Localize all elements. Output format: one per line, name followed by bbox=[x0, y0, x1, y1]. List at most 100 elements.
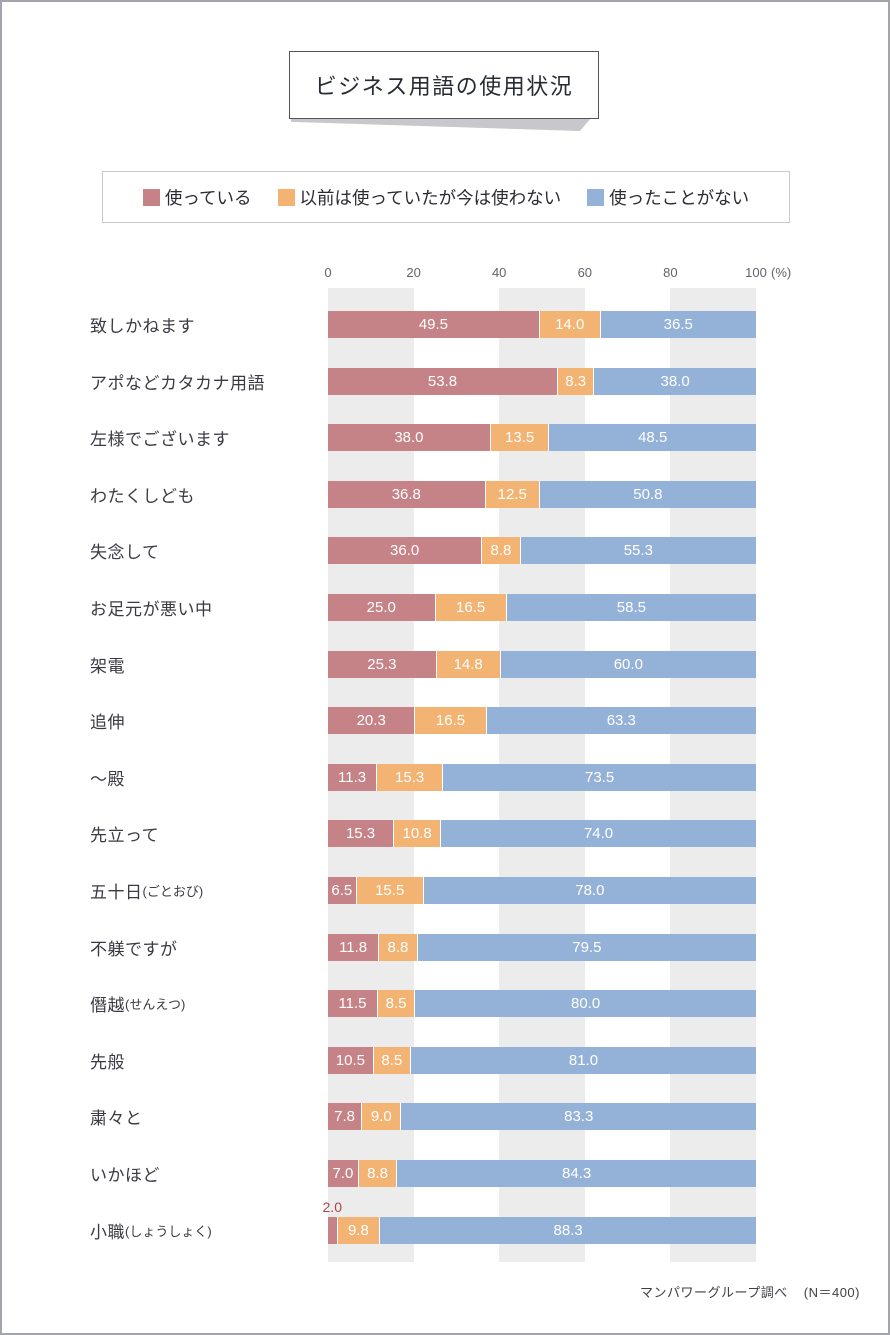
category-label-note: (せんえつ) bbox=[125, 997, 186, 1013]
chart-row: わたくしども 36.8 12.5 50.8 bbox=[0, 480, 890, 508]
bar-segment: 11.8 bbox=[328, 933, 379, 961]
stacked-bar: 15.3 10.8 74.0 bbox=[328, 820, 756, 848]
bar-segment: 7.8 bbox=[328, 1103, 362, 1131]
category-label-text: 先般 bbox=[90, 1052, 125, 1072]
bar-segment: 10.5 bbox=[328, 1046, 373, 1074]
category-label-text: 僭越 bbox=[90, 996, 125, 1016]
bar-segment: 16.5 bbox=[414, 707, 486, 735]
value-label: 36.5 bbox=[663, 316, 693, 333]
category-label-text: 失念して bbox=[90, 543, 160, 563]
chart-row: 不躾ですが 11.8 8.8 79.5 bbox=[0, 933, 890, 961]
value-label: 8.8 bbox=[367, 1165, 388, 1182]
bar-segment: 9.8 bbox=[336, 1216, 380, 1244]
axis-tick-label: 0 bbox=[324, 265, 332, 280]
axis-tick-label: 40 bbox=[491, 265, 507, 280]
chart-row: 粛々と 7.8 9.0 83.3 bbox=[0, 1103, 890, 1131]
category-label: 五十日 (ごとおび) bbox=[90, 877, 203, 904]
category-label: 僭越 (せんえつ) bbox=[90, 990, 185, 1017]
stacked-bar: 10.5 8.5 81.0 bbox=[328, 1046, 756, 1074]
stacked-bar: 36.0 8.8 55.3 bbox=[328, 537, 756, 565]
sample-size: (N＝400) bbox=[803, 1285, 860, 1300]
value-label: 14.0 bbox=[555, 316, 585, 333]
value-label: 8.5 bbox=[385, 995, 407, 1013]
bar-segment: 11.5 bbox=[328, 990, 377, 1018]
stacked-bar: 11.3 15.3 73.5 bbox=[328, 763, 756, 791]
value-label: 9.0 bbox=[370, 1108, 392, 1126]
stacked-bar: 25.3 14.8 60.0 bbox=[328, 650, 756, 678]
value-label: 48.5 bbox=[638, 429, 668, 447]
value-label: 6.5 bbox=[331, 882, 353, 899]
category-label: 追伸 bbox=[90, 707, 125, 734]
legend-swatch-icon bbox=[277, 188, 295, 206]
value-label: 7.8 bbox=[334, 1108, 356, 1126]
value-label: 83.3 bbox=[564, 1108, 594, 1126]
chart-row: アポなどカタカナ用語 53.8 8.3 38.0 bbox=[0, 367, 890, 395]
bar-segment: 58.5 bbox=[505, 594, 756, 621]
category-label: 架電 bbox=[90, 651, 125, 678]
value-label: 50.8 bbox=[633, 485, 663, 503]
category-label-text: いかほど bbox=[90, 1166, 160, 1185]
chart-row: 追伸 20.3 16.5 63.3 bbox=[0, 707, 890, 735]
category-label-text: 不躾ですが bbox=[90, 939, 178, 959]
bar-segment: 80.0 bbox=[414, 990, 756, 1018]
chart-row: 僭越 (せんえつ) 11.5 8.5 80.0 bbox=[0, 990, 890, 1018]
bar-segment: 36.0 bbox=[328, 537, 482, 565]
legend-item: 以前は使っていたが今は使わない bbox=[277, 185, 562, 210]
category-label: わたくしども bbox=[90, 481, 195, 508]
value-label: 60.0 bbox=[613, 655, 643, 673]
legend-label: 以前は使っていたが今は使わない bbox=[299, 187, 562, 208]
chart-title: ビジネス用語の使用状況 bbox=[314, 74, 574, 99]
bar-segment: 15.3 bbox=[328, 820, 394, 848]
value-label: 38.0 bbox=[660, 372, 690, 390]
value-label: 36.8 bbox=[391, 485, 421, 503]
category-label-text: ～殿 bbox=[90, 769, 125, 789]
chart-row: 小職 (しょうしょく) 2.0 9.8 88.3 bbox=[0, 1199, 890, 1244]
category-label: いかほど bbox=[90, 1160, 160, 1187]
bar-segment: 20.3 bbox=[328, 707, 415, 735]
value-label: 8.5 bbox=[381, 1051, 403, 1069]
stacked-bar: 7.8 9.0 83.3 bbox=[328, 1103, 756, 1131]
stacked-bar: 49.5 14.0 36.5 bbox=[328, 311, 756, 338]
bar-segment: 36.8 bbox=[328, 480, 485, 508]
value-label: 11.8 bbox=[339, 938, 368, 956]
stacked-bar: 36.8 12.5 50.8 bbox=[328, 480, 756, 508]
category-label-text: 五十日 bbox=[90, 883, 143, 902]
category-label-text: 左様でございます bbox=[90, 430, 230, 450]
category-label: 先般 bbox=[90, 1047, 125, 1074]
value-label: 14.8 bbox=[453, 655, 483, 673]
value-label: 8.8 bbox=[490, 542, 512, 560]
value-label: 12.5 bbox=[497, 485, 527, 503]
value-label: 7.0 bbox=[332, 1165, 354, 1182]
category-label: 致しかねます bbox=[90, 311, 195, 338]
chart-area: 致しかねます 49.5 14.0 36.5 アポなどカタカナ用語 53.8 8.3 38.0 左… bbox=[0, 288, 890, 1262]
bar-segment: 73.5 bbox=[442, 763, 756, 791]
chart-row: ～殿 11.3 15.3 73.5 bbox=[0, 763, 890, 791]
legend-swatch-icon bbox=[587, 188, 605, 206]
bar-segment: 50.8 bbox=[538, 480, 756, 508]
chart-title-box: ビジネス用語の使用状況 bbox=[289, 51, 599, 119]
value-label: 15.3 bbox=[395, 768, 425, 786]
bar-segment: 7.0 bbox=[328, 1160, 358, 1187]
category-label-text: 先立って bbox=[90, 826, 160, 846]
bar-segment: 8.8 bbox=[357, 1160, 397, 1187]
chart-row: 五十日 (ごとおび) 6.5 15.5 78.0 bbox=[0, 877, 890, 904]
category-label: 小職 (しょうしょく) bbox=[90, 1217, 212, 1244]
stacked-bar: 11.5 8.5 80.0 bbox=[328, 990, 756, 1018]
value-label: 8.3 bbox=[565, 372, 587, 390]
value-label: 9.8 bbox=[347, 1221, 369, 1239]
value-label: 16.5 bbox=[435, 712, 466, 730]
axis-tick-label: 80 bbox=[663, 265, 678, 280]
value-label: 2.0 bbox=[322, 1198, 342, 1215]
bar-segment: 14.8 bbox=[435, 650, 500, 678]
bar-segment: 25.0 bbox=[328, 594, 435, 621]
bar-segment: 10.8 bbox=[393, 820, 441, 848]
value-label: 81.0 bbox=[568, 1051, 599, 1069]
category-label: 失念して bbox=[90, 537, 160, 564]
bar-segment: 63.3 bbox=[485, 707, 756, 735]
bar-segment: 11.3 bbox=[328, 763, 377, 791]
x-axis: 0 20 40 60 80 100 (%) bbox=[0, 265, 890, 283]
chart-row: お足元が悪い中 25.0 16.5 58.5 bbox=[0, 594, 890, 621]
bar-segment: 78.0 bbox=[422, 877, 756, 904]
category-label-text: お足元が悪い中 bbox=[90, 600, 213, 619]
value-label: 8.8 bbox=[387, 938, 409, 956]
